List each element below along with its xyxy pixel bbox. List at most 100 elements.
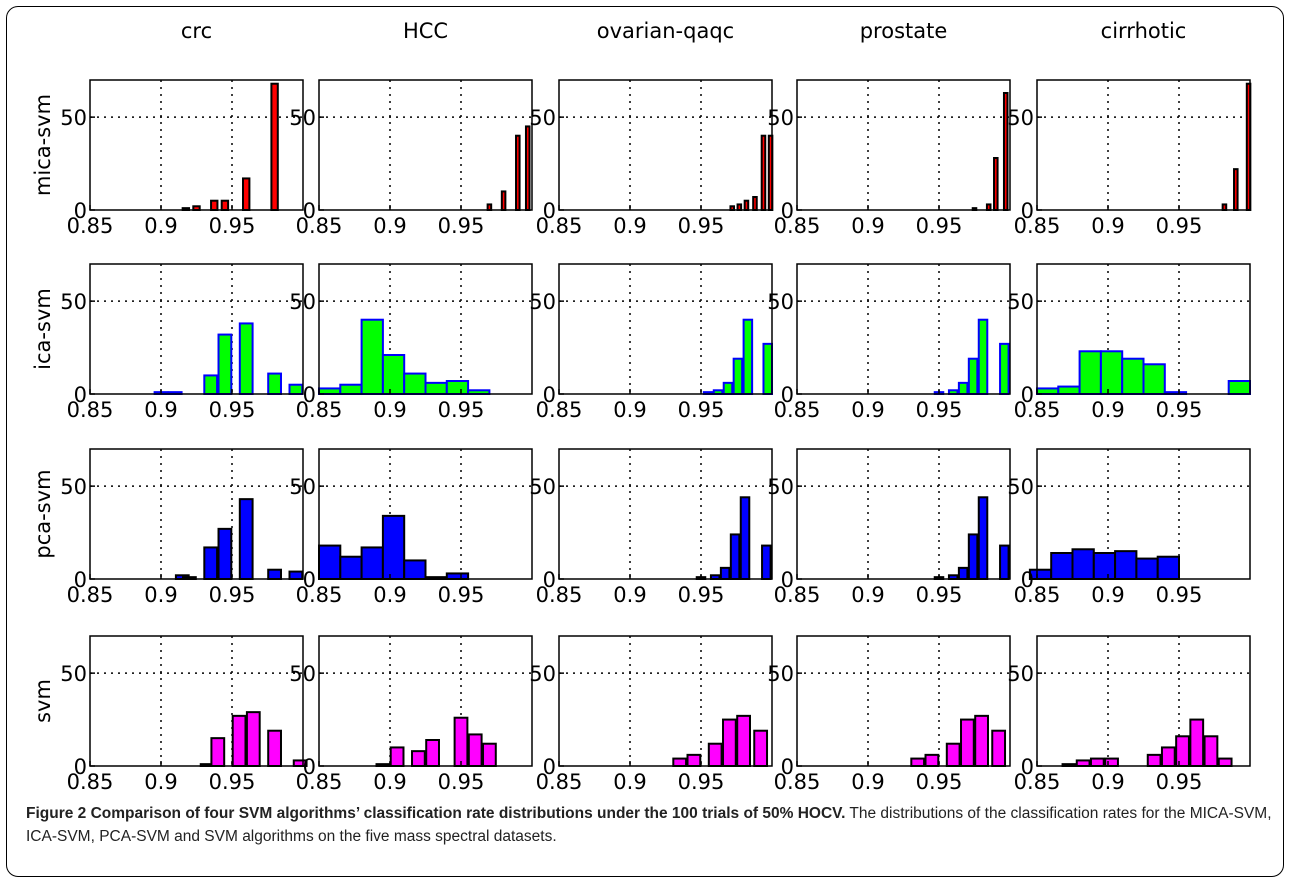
histogram-bar [1227,380,1251,395]
column-title: ovarian-qaqc [597,19,734,43]
histogram-bar [339,383,363,396]
histogram-bar [1175,735,1190,767]
y-tick-label: 50 [529,475,556,499]
histogram-bar [945,742,961,768]
plot-axes-box [318,635,533,767]
histogram-bar [220,199,230,211]
plot-axes-box [558,79,773,211]
plot-axes-box [558,635,773,767]
x-tick-label: 0.85 [774,214,821,238]
plot-axes-box [1036,635,1251,767]
histogram-bar [1221,203,1228,212]
histogram-bar [245,711,261,768]
plot-axes-box [796,448,1011,580]
y-tick-label: 50 [529,662,556,686]
x-tick-label: 0.9 [144,583,177,607]
histogram-bar [515,134,521,211]
x-tick-label: 0.95 [678,214,725,238]
histogram-bar [1121,357,1145,396]
x-tick-label: 0.95 [916,583,963,607]
histogram-bar [1092,552,1117,580]
histogram-bar [999,544,1010,580]
row-label: pca-svm [31,469,55,558]
y-tick-label: 0 [781,383,794,407]
x-tick-label: 0.9 [1091,214,1124,238]
x-tick-label: 0.95 [438,583,485,607]
histogram-bar [1104,757,1119,767]
x-tick-label: 0.95 [1156,583,1203,607]
column-title: HCC [403,19,448,43]
figure-caption: Figure 2 Comparison of four SVM algorith… [26,802,1276,848]
histogram-bar [267,729,282,768]
y-tick-label: 0 [543,568,556,592]
row-label: svm [31,679,55,723]
histogram-bar [360,546,384,581]
y-tick-label: 0 [543,383,556,407]
x-tick-label: 0.9 [613,214,646,238]
plot-axes-box [1036,448,1251,580]
x-tick-label: 0.85 [296,398,343,422]
x-tick-label: 0.85 [536,583,583,607]
histogram-bar [743,199,750,211]
plot-axes-box [89,79,304,211]
x-tick-label: 0.95 [438,398,485,422]
histogram-bar [719,566,731,580]
histogram-bar [203,374,219,395]
plot-axes-box [318,448,533,580]
histogram-bar [1217,757,1233,767]
x-tick-label: 0.85 [67,398,114,422]
plot-axes-box [89,448,304,580]
x-tick-label: 0.95 [209,214,256,238]
plot-axes-box [318,79,533,211]
x-tick-label: 0.9 [1091,770,1124,794]
y-tick-label: 50 [767,290,794,314]
histogram-bar [760,134,767,211]
histogram-bar [991,729,1007,768]
x-tick-label: 0.95 [1156,214,1203,238]
y-tick-label: 0 [303,383,316,407]
x-tick-label: 0.9 [144,770,177,794]
plot-axes-box [558,448,773,580]
histogram-bar [210,199,219,211]
histogram-bar [736,203,743,212]
plot-axes-box [1036,263,1251,395]
histogram-bar [993,157,999,211]
histogram-bar [729,533,741,581]
histogram-bar [722,718,737,767]
y-tick-label: 50 [529,290,556,314]
histogram-bar [985,203,992,212]
y-tick-label: 0 [74,755,87,779]
histogram-bar [339,555,363,581]
plot-axes-box [318,263,533,395]
histogram-bar [1142,363,1166,395]
x-tick-label: 0.85 [67,214,114,238]
histogram-bar [957,566,969,580]
histogram-bar [445,572,470,581]
plot-axes-box [796,263,1011,395]
histogram-bar [381,354,406,395]
x-tick-label: 0.85 [296,770,343,794]
histogram-bar [761,544,772,580]
x-tick-label: 0.85 [1014,770,1061,794]
x-tick-label: 0.95 [1156,398,1203,422]
y-tick-label: 50 [767,662,794,686]
y-tick-label: 50 [60,290,87,314]
y-tick-label: 0 [303,755,316,779]
x-tick-label: 0.9 [373,770,406,794]
caption-lead: Figure 2 Comparison of four SVM algorith… [26,805,846,822]
histogram-bar [500,190,507,212]
y-tick-label: 50 [289,290,316,314]
histogram-bar [445,380,470,395]
y-tick-label: 50 [60,106,87,130]
x-tick-label: 0.85 [536,770,583,794]
y-tick-label: 50 [1007,106,1034,130]
y-tick-label: 0 [74,568,87,592]
histogram-bar [1135,557,1159,580]
histogram-bar [360,318,384,396]
y-tick-label: 50 [1007,475,1034,499]
x-tick-label: 0.85 [536,214,583,238]
histogram-bar [267,372,282,396]
histogram-bar [1075,759,1091,768]
histogram-bar [453,716,469,768]
y-tick-label: 50 [60,475,87,499]
